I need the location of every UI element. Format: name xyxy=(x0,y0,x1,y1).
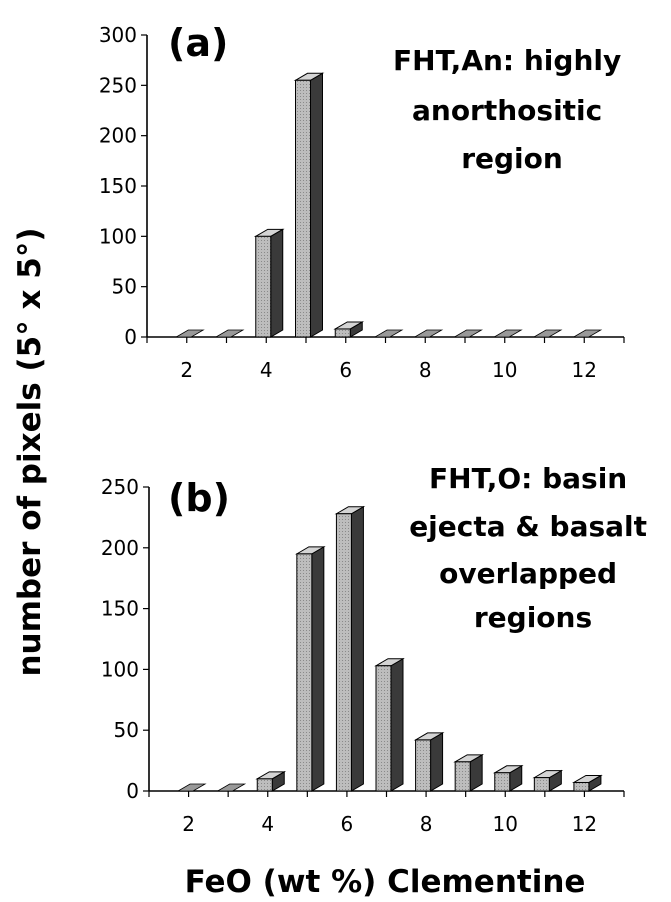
annotation-b-line-1: FHT,O: basin xyxy=(429,462,627,495)
bar-b-9 xyxy=(453,753,485,792)
annotation-b: FHT,O: basin ejecta & basalt overlapped … xyxy=(409,462,657,634)
bar-a-11 xyxy=(532,329,563,338)
bars-b xyxy=(176,505,603,792)
y-tick-label-b: 50 xyxy=(114,718,139,742)
annotation-b-line-3: overlapped xyxy=(439,557,617,590)
y-tick-label-a: 0 xyxy=(124,325,137,349)
x-tick-label-a: 6 xyxy=(339,358,352,382)
x-tick-label-b: 6 xyxy=(341,812,354,836)
bar-b-6 xyxy=(334,505,366,792)
y-tick-label-b: 0 xyxy=(126,779,139,803)
y-axis-label: number of pixels (5° x 5°) xyxy=(12,227,48,676)
annotation-a-line-2: anorthositic xyxy=(412,94,602,127)
bar-a-4 xyxy=(253,228,285,338)
x-tick-label-a: 8 xyxy=(419,358,432,382)
bar-a-12 xyxy=(572,329,603,338)
bar-b-3 xyxy=(216,783,247,792)
annotation-a-line-1: FHT,An: highly xyxy=(393,44,621,77)
bar-a-2 xyxy=(174,329,205,338)
x-tick-label-b: 4 xyxy=(261,812,274,836)
y-tick-label-a: 100 xyxy=(99,224,137,248)
x-tick-label-a: 2 xyxy=(180,358,193,382)
bar-a-3 xyxy=(214,329,245,338)
bar-a-9 xyxy=(453,329,483,338)
axes-a xyxy=(146,35,624,338)
ticks-a: 0 50 100 150 200 250 300 2 4 6 8 10 12 xyxy=(99,23,625,382)
y-tick-label-a: 300 xyxy=(99,23,137,47)
chart-panel-b: 0 50 100 150 200 250 2 4 6 8 10 12 (b) FHT,O: basin… xyxy=(101,462,657,836)
y-tick-label-a: 200 xyxy=(99,124,137,148)
y-tick-label-b: 100 xyxy=(101,657,139,681)
x-tick-label-a: 10 xyxy=(492,358,517,382)
bar-b-10 xyxy=(492,764,524,792)
bar-b-2 xyxy=(176,783,207,792)
ticks-b: 0 50 100 150 200 250 2 4 6 8 10 12 xyxy=(101,475,625,836)
bar-b-7 xyxy=(374,657,405,792)
x-tick-label-b: 8 xyxy=(420,812,433,836)
y-tick-label-b: 200 xyxy=(101,536,139,560)
y-tick-label-a: 250 xyxy=(99,73,137,97)
bar-b-4 xyxy=(255,770,287,792)
bar-b-12 xyxy=(572,774,603,792)
y-tick-label-b: 250 xyxy=(101,475,139,499)
x-tick-label-b: 2 xyxy=(182,812,195,836)
bar-a-7 xyxy=(373,329,404,338)
annotation-b-line-2: ejecta & basalt xyxy=(409,510,647,543)
x-tick-label-a: 12 xyxy=(572,358,597,382)
bar-b-5 xyxy=(294,546,326,792)
bar-b-11 xyxy=(532,769,564,792)
x-tick-label-a: 4 xyxy=(260,358,273,382)
bar-b-8 xyxy=(413,732,445,792)
annotation-a-line-3: region xyxy=(461,142,563,175)
bars-a xyxy=(174,72,603,338)
y-tick-label-a: 50 xyxy=(112,275,137,299)
bar-a-5 xyxy=(293,72,325,338)
x-axis-label: FeO (wt %) Clementine xyxy=(185,864,586,900)
annotation-a: FHT,An: highly anorthositic region xyxy=(393,44,631,175)
y-tick-label-a: 150 xyxy=(99,174,137,198)
x-tick-label-b: 10 xyxy=(493,812,518,836)
panel-label-a: (a) xyxy=(168,21,228,65)
bar-a-10 xyxy=(492,329,523,338)
bar-a-6 xyxy=(333,321,365,338)
chart-panel-a: 0 50 100 150 200 250 300 2 4 6 8 10 12 (a) FHT,An: h… xyxy=(99,21,631,382)
y-tick-label-b: 150 xyxy=(101,597,139,621)
annotation-b-line-4: regions xyxy=(474,601,592,634)
bar-a-8 xyxy=(413,329,444,338)
panel-label-b: (b) xyxy=(168,476,230,520)
x-tick-label-b: 12 xyxy=(572,812,597,836)
